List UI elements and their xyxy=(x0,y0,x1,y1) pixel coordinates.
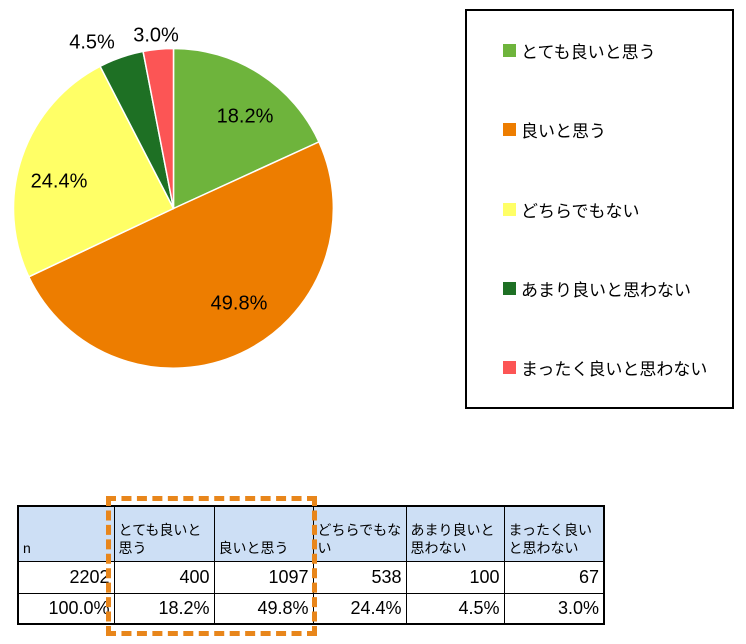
cell-pct-not-good-at-all: 3.0% xyxy=(503,592,605,625)
legend-label: 良いと思う xyxy=(521,122,606,142)
pie-slice-2 xyxy=(12,65,175,278)
pie-slice-label-neutral: 24.4% xyxy=(30,170,88,193)
legend-label: まったく良いと思わない xyxy=(521,359,708,379)
table-header-row: n とても良いと思う 良いと思う どちらでもない あまり良いと思わない まったく… xyxy=(17,505,605,562)
legend-item-not-good-at-all: まったく良いと思わない xyxy=(467,328,732,407)
header-cell-very-good: とても良いと思う xyxy=(113,505,215,562)
legend-item-very-good: とても良いと思う xyxy=(467,11,732,90)
pie-slice-4 xyxy=(142,47,175,210)
cell-count-not-good-at-all: 67 xyxy=(503,560,605,594)
header-cell-not-good-at-all: まったく良いと思わない xyxy=(503,505,605,562)
header-cell-n: n xyxy=(17,505,115,562)
pie-slice-label-very-good: 18.2% xyxy=(216,105,274,128)
results-table: n とても良いと思う 良いと思う どちらでもない あまり良いと思わない まったく… xyxy=(17,505,605,625)
cell-count-not-very-good: 100 xyxy=(405,560,505,594)
pie-slice-1 xyxy=(28,141,335,369)
pie-chart-svg xyxy=(12,47,335,369)
cell-n-total: 2202 xyxy=(17,560,115,594)
cell-count-neutral: 538 xyxy=(312,560,407,594)
legend-item-good: 良いと思う xyxy=(467,90,732,169)
legend-swatch-icon xyxy=(503,281,516,295)
cell-pct-total: 100.0% xyxy=(17,592,115,625)
legend-label: どちらでもない xyxy=(521,201,640,221)
pie-slice-label-good: 49.8% xyxy=(210,292,268,315)
pie-chart: 18.2% 49.8% 24.4% 4.5% 3.0% xyxy=(0,0,460,430)
legend-swatch-icon xyxy=(503,123,516,137)
header-cell-not-very-good: あまり良いと思わない xyxy=(405,505,505,562)
cell-pct-good: 49.8% xyxy=(213,592,314,625)
legend-item-neutral: どちらでもない xyxy=(467,169,732,248)
legend-swatch-icon xyxy=(503,202,516,216)
pie-slice-0 xyxy=(172,47,320,210)
cell-pct-not-very-good: 4.5% xyxy=(405,592,505,625)
header-cell-neutral: どちらでもない xyxy=(312,505,407,562)
chart-legend: とても良いと思う 良いと思う どちらでもない あまり良いと思わない まったく良い… xyxy=(465,9,734,409)
header-cell-good: 良いと思う xyxy=(213,505,314,562)
legend-swatch-icon xyxy=(503,360,516,374)
table-percent-row: 100.0% 18.2% 49.8% 24.4% 4.5% 3.0% xyxy=(17,592,605,625)
legend-label: あまり良いと思わない xyxy=(521,280,691,300)
legend-swatch-icon xyxy=(503,44,516,58)
cell-pct-very-good: 18.2% xyxy=(113,592,215,625)
cell-count-very-good: 400 xyxy=(113,560,215,594)
table-counts-row: 2202 400 1097 538 100 67 xyxy=(17,560,605,594)
legend-label: とても良いと思う xyxy=(521,43,656,63)
cell-count-good: 1097 xyxy=(213,560,314,594)
cell-pct-neutral: 24.4% xyxy=(312,592,407,625)
pie-slice-label-not-very-good: 4.5% xyxy=(69,31,115,54)
legend-item-not-very-good: あまり良いと思わない xyxy=(467,249,732,328)
pie-slice-label-not-good-at-all: 3.0% xyxy=(133,24,179,47)
